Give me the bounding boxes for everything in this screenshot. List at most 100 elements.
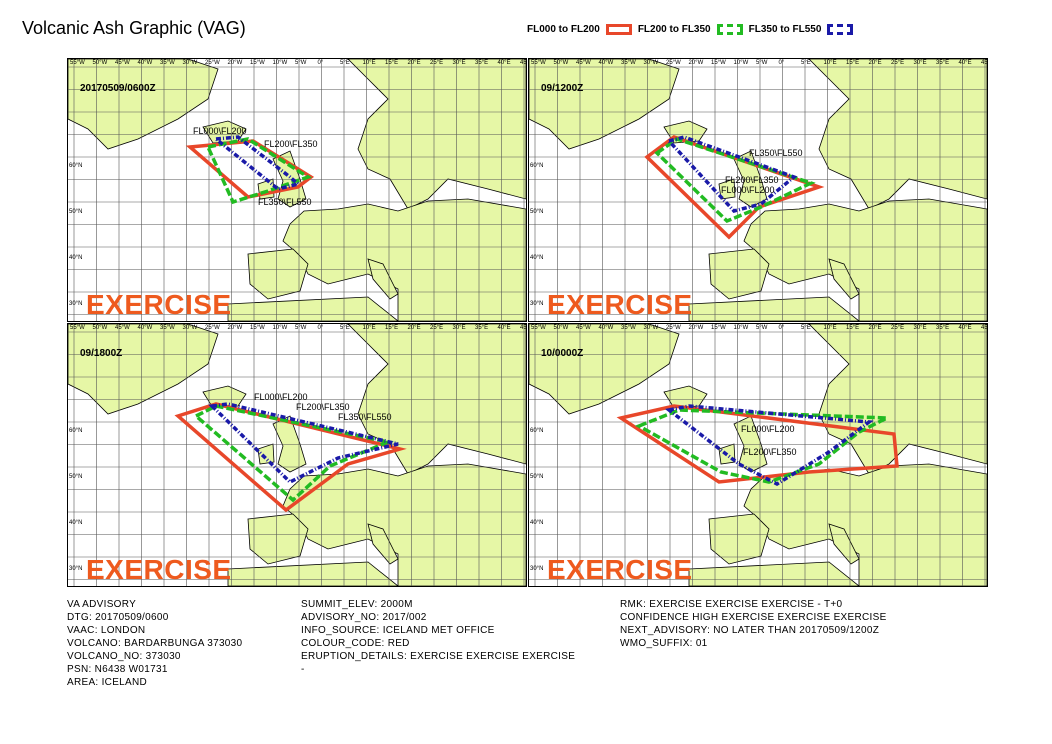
longitude-tick-label: 30°W (643, 325, 659, 331)
longitude-tick-label: 10°W (272, 325, 288, 331)
land-shape (688, 561, 860, 586)
longitude-tick-label: 10°W (733, 60, 749, 66)
fl-label: FL000\FL200 (721, 185, 775, 195)
longitude-tick-label: 25°E (891, 325, 905, 331)
longitude-tick-label: 0° (778, 60, 785, 66)
ash-area-fl200-fl350 (634, 408, 888, 484)
land-shape (257, 443, 275, 465)
panel-time-label: 09/1200Z (541, 83, 584, 94)
longitude-tick-label: 15°E (846, 60, 860, 66)
advisory-line: VOLCANO: BARDARBUNGA 373030 (67, 638, 243, 649)
ash-area-fl350-fl550 (665, 135, 798, 213)
longitude-tick-label: 55°W (70, 325, 85, 331)
panel-time-label: 10/0000Z (541, 348, 584, 359)
longitude-tick-label: 15°E (385, 325, 399, 331)
land-shape (68, 59, 219, 150)
longitude-tick-label: 35°W (160, 325, 175, 331)
fl-label: FL200\FL350 (725, 175, 779, 185)
page-title: Volcanic Ash Graphic (VAG) (22, 18, 246, 38)
longitude-tick-label: 55°W (531, 60, 546, 66)
longitude-tick-label: 15°E (385, 60, 399, 66)
map-panel-0000z: 10/0000Z FL000\FL200 FL200\FL350 EXERCIS… (528, 323, 988, 587)
longitude-tick-label: 0° (778, 325, 785, 331)
fl-label: FL000\FL200 (254, 392, 308, 402)
advisory-line: VAAC: LONDON (67, 625, 146, 636)
longitude-tick-label: 5°E (340, 60, 350, 66)
longitude-tick-label: 25°W (666, 325, 681, 331)
longitude-tick-label: 0° (317, 60, 324, 66)
legend-label-fl000-fl200: FL000 to FL200 (527, 24, 600, 35)
longitude-tick-label: 25°E (430, 325, 444, 331)
longitude-tick-label: 50°W (553, 325, 569, 331)
land-shape (227, 561, 399, 586)
legend-swatch-blue (827, 24, 854, 35)
longitude-tick-label: 15°E (846, 325, 860, 331)
longitude-tick-label: 20°E (407, 60, 421, 66)
land-shape (272, 150, 307, 208)
exercise-watermark: EXERCISE (86, 554, 232, 585)
longitude-tick-label: 20°E (407, 325, 421, 331)
land-shape (68, 324, 219, 415)
longitude-tick-label: 15°W (711, 60, 726, 66)
longitude-tick-label: 30°W (182, 60, 198, 66)
fl-label: FL000\FL200 (741, 424, 795, 434)
longitude-tick-label: 50°W (553, 60, 569, 66)
ash-area-fl000-fl200 (185, 139, 315, 199)
legend: FL000 to FL200 FL200 to FL350 FL350 to F… (527, 24, 859, 35)
longitude-tick-label: 45°E (981, 60, 988, 66)
advisory-line: AREA: ICELAND (67, 677, 148, 688)
longitude-tick-label: 25°E (430, 60, 444, 66)
longitude-tick-label: 5°W (295, 60, 307, 66)
legend-label-fl200-fl350: FL200 to FL350 (637, 24, 711, 35)
longitude-tick-label: 35°E (936, 325, 950, 331)
advisory-line: VA ADVISORY (67, 599, 137, 610)
longitude-tick-label: 45°W (576, 325, 591, 331)
longitude-tick-label: 35°W (621, 325, 636, 331)
panel-time-label: 09/1800Z (80, 348, 123, 359)
longitude-tick-label: 10°E (823, 60, 837, 66)
latitude-tick-label: 30°N (530, 301, 544, 307)
longitude-tick-label: 20°E (868, 60, 882, 66)
longitude-tick-label: 10°E (362, 325, 376, 331)
longitude-tick-label: 25°E (891, 60, 905, 66)
advisory-col-1: VA ADVISORY DTG: 20170509/0600 VAAC: LON… (67, 598, 242, 689)
advisory-line: RMK: EXERCISE EXERCISE EXERCISE - T+0 (620, 599, 843, 610)
longitude-tick-label: 40°W (598, 325, 614, 331)
longitude-tick-label: 45°E (520, 60, 527, 66)
longitude-tick-label: 15°W (250, 60, 265, 66)
map-canvas (68, 59, 526, 321)
panel-time-label: 20170509/0600Z (80, 83, 156, 94)
exercise-watermark: EXERCISE (547, 289, 693, 320)
longitude-tick-label: 35°E (936, 60, 950, 66)
longitude-tick-label: 20°W (688, 60, 704, 66)
legend-label-fl350-fl550: FL350 to FL550 (748, 24, 822, 35)
advisory-col-2: SUMMIT_ELEV: 2000M ADVISORY_NO: 2017/002… (301, 598, 575, 676)
longitude-tick-label: 45°W (115, 60, 130, 66)
longitude-tick-label: 5°E (801, 60, 811, 66)
latitude-tick-label: 40°N (69, 520, 83, 526)
advisory-col-3: RMK: EXERCISE EXERCISE EXERCISE - T+0 CO… (620, 598, 887, 650)
land-shape (828, 523, 860, 565)
latitude-tick-label: 50°N (530, 474, 544, 480)
latitude-tick-label: 60°N (530, 428, 544, 434)
legend-swatch-red (605, 24, 632, 35)
land-shape (347, 324, 526, 475)
longitude-tick-label: 20°W (227, 325, 243, 331)
longitude-tick-label: 10°E (362, 60, 376, 66)
longitude-tick-label: 45°E (981, 325, 988, 331)
ash-area-fl350-fl550 (208, 402, 399, 485)
longitude-tick-label: 20°E (868, 325, 882, 331)
latitude-tick-label: 40°N (530, 520, 544, 526)
advisory-line: - (301, 664, 305, 675)
advisory-line: INFO_SOURCE: ICELAND MET OFFICE (301, 625, 495, 636)
longitude-tick-label: 5°E (801, 325, 811, 331)
longitude-tick-label: 40°W (137, 60, 153, 66)
land-shape (202, 120, 247, 144)
advisory-line: COLOUR_CODE: RED (301, 638, 410, 649)
advisory-line: VOLCANO_NO: 373030 (67, 651, 181, 662)
exercise-watermark: EXERCISE (547, 554, 693, 585)
land-shape (367, 258, 399, 300)
advisory-line: SUMMIT_ELEV: 2000M (301, 599, 413, 610)
exercise-watermark: EXERCISE (86, 289, 232, 320)
latitude-tick-label: 50°N (69, 474, 83, 480)
